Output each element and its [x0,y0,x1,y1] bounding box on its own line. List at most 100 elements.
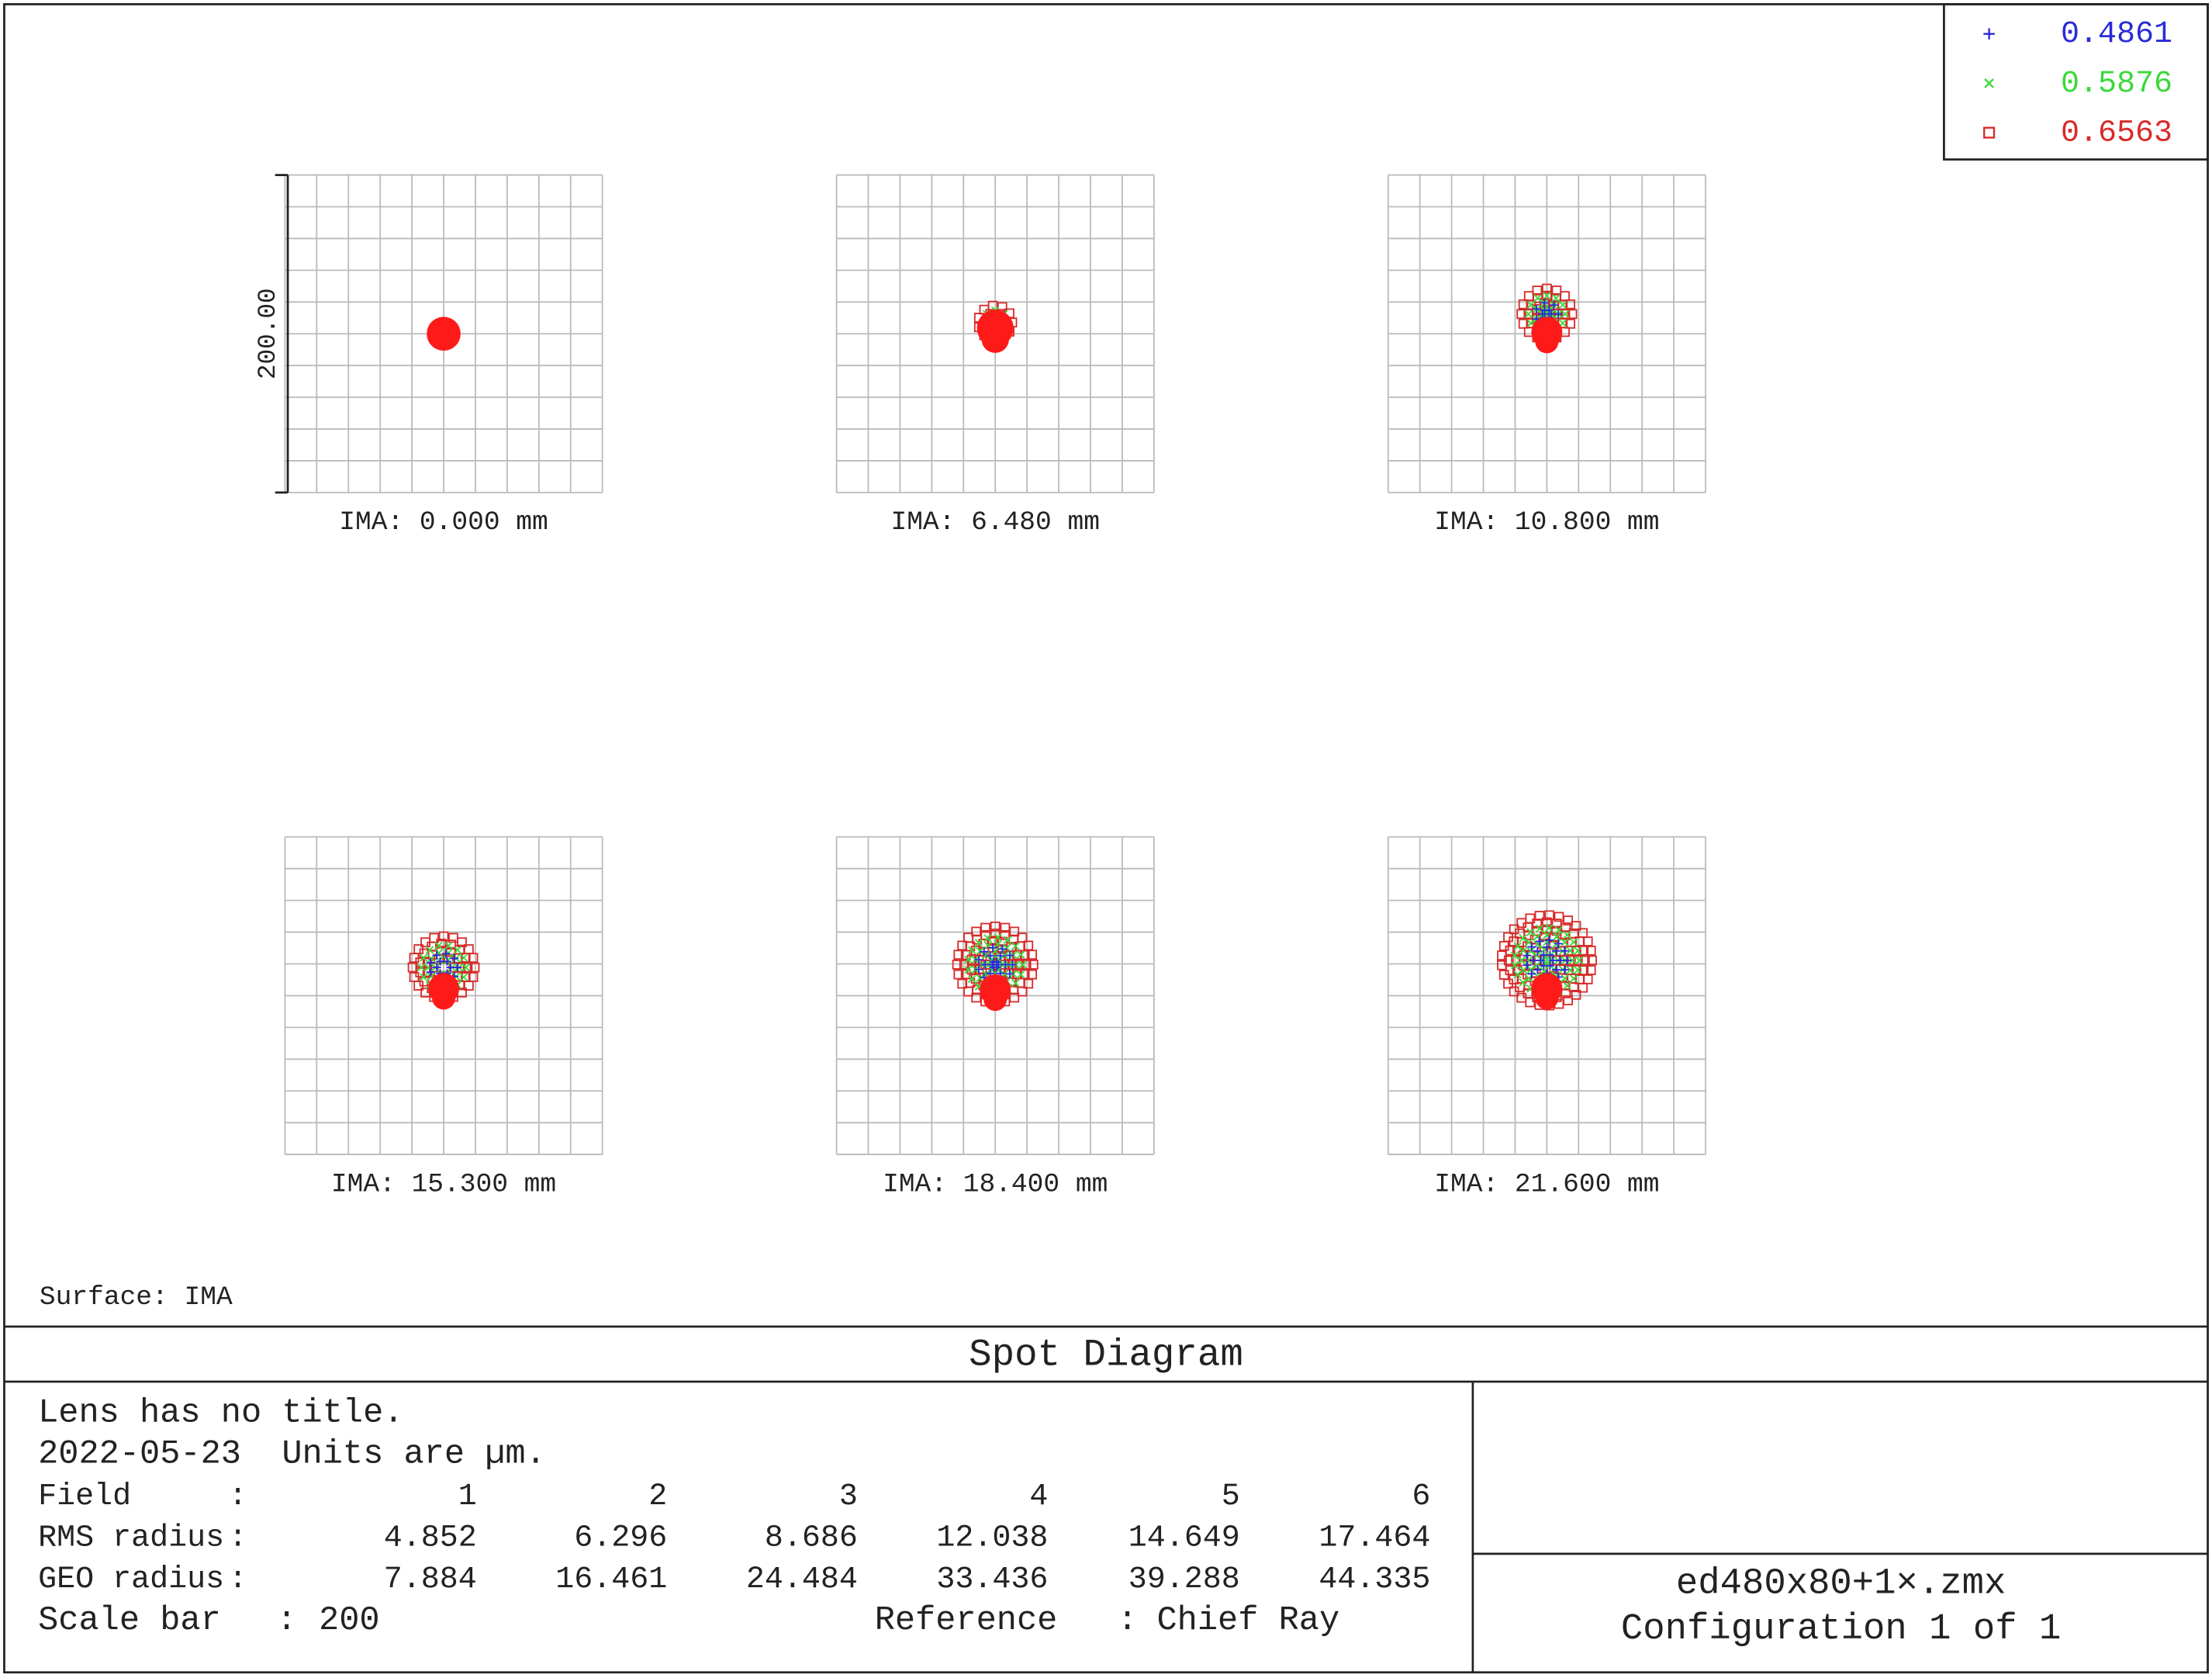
spot-marker [1532,919,1543,929]
table-cell: 3 [839,1479,858,1514]
spot-marker [974,938,983,947]
spot-marker [419,973,428,981]
spot-marker [1568,956,1577,965]
spot-marker [1560,946,1570,956]
scale-bar-value: 200 [319,1602,380,1640]
table-cell: 6 [1412,1479,1430,1514]
spot-marker [1574,966,1582,974]
spot-marker [1532,304,1541,313]
legend-label: 0.5876 [2061,67,2172,102]
spot-core [981,325,1009,353]
spot-marker [974,965,983,974]
spot-core [432,986,456,1010]
spot-marker [1533,294,1542,303]
spot-marker [1585,965,1596,975]
spot-marker [1554,925,1563,935]
table-cell: 1 [458,1479,477,1514]
spot-marker [1560,938,1569,946]
spot-marker [1560,974,1569,983]
row-label: Field [38,1479,131,1514]
spot-marker [417,963,426,972]
spot-marker [1526,300,1536,310]
spot-marker [1560,965,1570,974]
spot-marker [1513,970,1522,979]
spot-marker [1566,966,1574,974]
spot-marker [1578,945,1589,956]
spot-marker [1552,932,1561,941]
spot-marker [1567,309,1578,320]
spot-marker [1532,285,1543,296]
spot-marker [990,929,1001,939]
spot-marker [983,934,992,943]
spot-core [427,317,461,351]
spot-marker [988,943,997,952]
spot-marker [980,947,989,957]
spot-marker [1519,966,1528,974]
spot-marker [419,953,428,962]
legend-label: 0.4861 [2061,17,2172,52]
spot-marker [1510,961,1519,970]
spot-plot: IMA: 0.000 mm [284,174,603,538]
spot-plot: IMA: 10.800 mm [1387,174,1706,538]
spot-marker [1551,285,1562,296]
spot-marker [1543,291,1551,300]
spot-marker [964,965,973,974]
spot-marker [1552,946,1560,956]
spot-plot: IMA: 15.300 mm [284,836,603,1199]
spot-marker [994,933,1002,942]
scale-bar-label: Scale bar [38,1602,221,1640]
spot-marker [959,960,969,970]
spot-marker [443,957,451,966]
spot-marker [1550,300,1559,310]
spot-marker [1565,318,1576,329]
spot-marker [1513,942,1522,950]
spot-marker [1011,979,1020,988]
spot-marker [461,963,471,972]
spot-marker [1536,956,1545,965]
spot-marker [1574,946,1582,955]
spot-marker [1516,309,1527,320]
spot-marker [434,941,443,950]
table-cell: 4 [1029,1479,1048,1514]
legend-box [1943,3,2209,161]
table-cell: 39.288 [1128,1562,1240,1597]
spot-marker [1005,950,1014,960]
spot-plot: IMA: 21.600 mm [1387,836,1706,1199]
legend-label: 0.6563 [2061,116,2172,151]
spot-marker [462,962,473,973]
spot-marker [426,958,435,967]
spot-marker [1522,960,1532,970]
spot-core [1535,330,1559,354]
plot-label: IMA: 21.600 mm [1434,1169,1659,1199]
spot-marker [1027,950,1038,960]
separator: : [229,1562,247,1597]
spot-marker [1003,936,1012,944]
spot-marker [425,946,434,954]
spot-plot: IMA: 6.480 mm [835,174,1155,538]
table-cell: 44.335 [1319,1562,1430,1597]
spot-marker [1517,956,1526,965]
table-cell: 2 [648,1479,667,1514]
spot-marker [468,953,479,964]
info-line: Lens has no title. [38,1395,403,1433]
spot-marker [407,962,418,973]
spot-marker [444,941,453,950]
separator: : [277,1602,297,1640]
file-name: ed480x80+1×.zmx [1676,1564,2006,1605]
spot-marker [1505,965,1516,976]
scale-bar-label: 200.00 [254,288,282,379]
spot-marker [441,949,451,958]
spot-marker [459,953,468,962]
plot-label: IMA: 6.480 mm [890,507,1099,538]
separator: : [229,1521,247,1556]
spot-marker [967,974,976,984]
outer-frame [3,3,2209,1674]
spot-marker [964,955,973,964]
table-cell: 17.464 [1319,1521,1430,1556]
spot-marker [1002,943,1011,952]
spot-marker [1000,922,1011,933]
spot-marker [432,950,441,960]
spot-marker [1565,299,1576,310]
spot-marker [1518,318,1529,329]
spot-marker [1527,943,1536,952]
